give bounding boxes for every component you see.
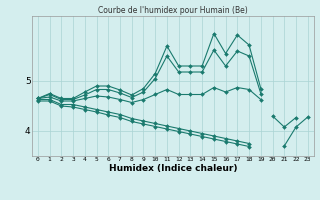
X-axis label: Humidex (Indice chaleur): Humidex (Indice chaleur) [108,164,237,173]
Text: Courbe de l'humidex pour Humain (Be): Courbe de l'humidex pour Humain (Be) [98,6,248,15]
